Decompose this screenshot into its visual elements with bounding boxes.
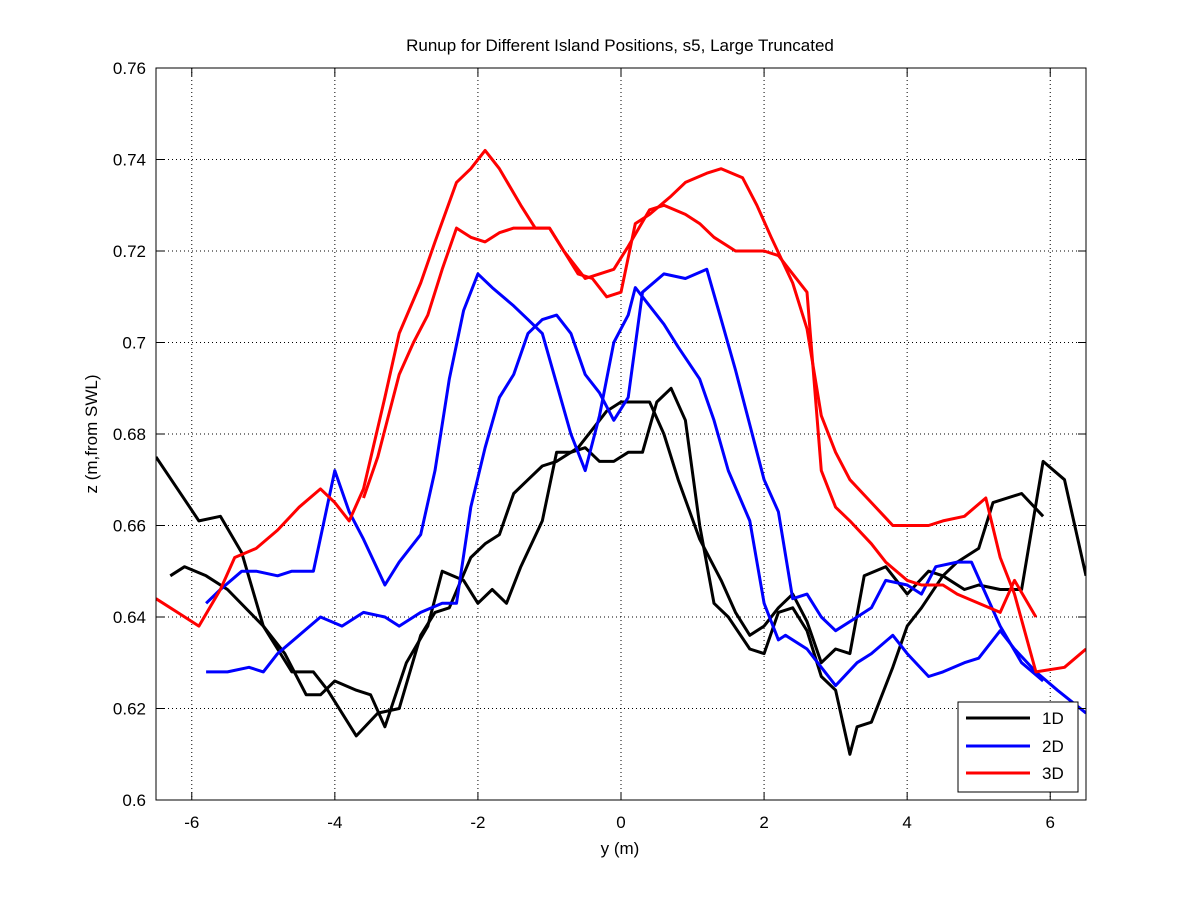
series-line-1d-1 bbox=[169, 400, 1086, 738]
chart-title: Runup for Different Island Positions, s5… bbox=[406, 36, 834, 55]
y-tick-label: 0.66 bbox=[113, 517, 146, 536]
x-tick-label: -6 bbox=[184, 813, 199, 832]
series-line-2d-3 bbox=[206, 267, 1045, 683]
x-axis-label: y (m) bbox=[601, 839, 640, 858]
legend-label-3d: 3D bbox=[1042, 764, 1064, 783]
legend: 1D 2D 3D bbox=[957, 701, 1079, 793]
y-axis-label: z (m,from SWL) bbox=[82, 375, 101, 494]
y-tick-label: 0.72 bbox=[113, 242, 146, 261]
x-tick-label: 4 bbox=[902, 813, 911, 832]
y-tick-label: 0.64 bbox=[113, 608, 146, 627]
y-tick-label: 0.6 bbox=[122, 791, 146, 810]
y-tick-label: 0.68 bbox=[113, 425, 146, 444]
x-tick-label: 2 bbox=[759, 813, 768, 832]
legend-label-1d: 1D bbox=[1042, 709, 1064, 728]
series-line-2d-2 bbox=[205, 272, 1086, 715]
y-tick-label: 0.7 bbox=[122, 334, 146, 353]
legend-label-2d: 2D bbox=[1042, 737, 1064, 756]
x-tick-label: 6 bbox=[1045, 813, 1054, 832]
y-tick-label: 0.62 bbox=[113, 700, 146, 719]
x-tick-label: -2 bbox=[470, 813, 485, 832]
ticks: -6 -4 -2 0 2 4 6 0.6 0.62 0.64 0.66 0.68 0.7 0.72 0.74… bbox=[113, 59, 1086, 832]
y-tick-label: 0.74 bbox=[113, 151, 146, 170]
series-line-3d-4 bbox=[156, 148, 1086, 674]
y-tick-label: 0.76 bbox=[113, 59, 146, 78]
series-line-1d-0 bbox=[156, 386, 1045, 756]
x-tick-label: 0 bbox=[616, 813, 625, 832]
x-tick-label: -4 bbox=[327, 813, 342, 832]
series-layer bbox=[156, 148, 1086, 756]
series-line-3d-5 bbox=[362, 203, 1038, 618]
